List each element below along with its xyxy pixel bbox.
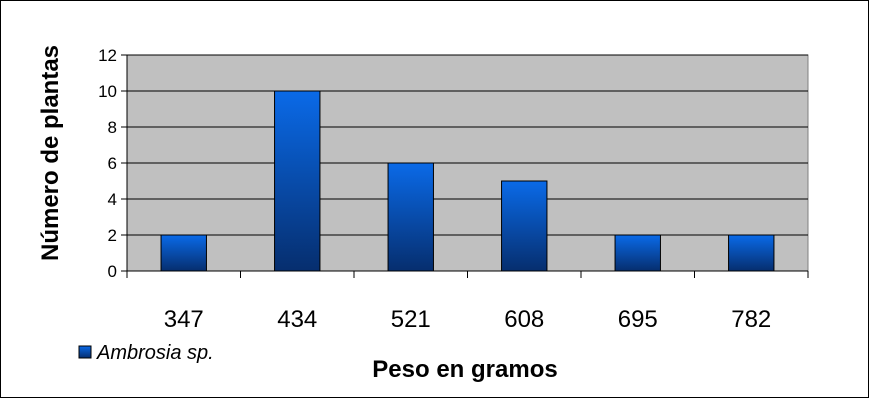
x-axis-title: Peso en gramos — [372, 356, 557, 383]
x-tick-label: 521 — [391, 306, 431, 333]
x-tick-label: 347 — [164, 306, 204, 333]
x-tick-label: 608 — [504, 306, 544, 333]
bars — [160, 90, 775, 272]
legend-label: Ambrosia sp. — [96, 342, 214, 364]
legend: Ambrosia sp. — [78, 342, 214, 364]
bar-782 — [728, 234, 775, 272]
y-tick-label: 0 — [108, 262, 117, 281]
gridlines — [127, 54, 808, 236]
y-tick-label: 10 — [98, 82, 117, 101]
y-axis-title: Número de plantas — [37, 45, 64, 261]
y-tick-label: 8 — [108, 118, 117, 137]
bar-695 — [614, 234, 661, 272]
bar-347 — [160, 234, 207, 272]
bar-521 — [387, 162, 434, 272]
x-tick-labels: 347 434 521 608 695 782 — [164, 306, 772, 333]
x-tick-label: 434 — [277, 306, 317, 333]
bar-608 — [501, 180, 548, 272]
y-tick-label: 12 — [98, 46, 117, 65]
y-tick-label: 6 — [108, 154, 117, 173]
x-tick-label: 695 — [618, 306, 658, 333]
y-tick-labels: 0 2 4 6 8 10 12 — [98, 46, 117, 281]
x-tick-label: 782 — [731, 306, 771, 333]
y-tick-label: 4 — [108, 190, 117, 209]
bar-434 — [274, 90, 321, 272]
legend-swatch — [78, 345, 92, 359]
axes — [121, 54, 809, 278]
y-tick-label: 2 — [108, 226, 117, 245]
